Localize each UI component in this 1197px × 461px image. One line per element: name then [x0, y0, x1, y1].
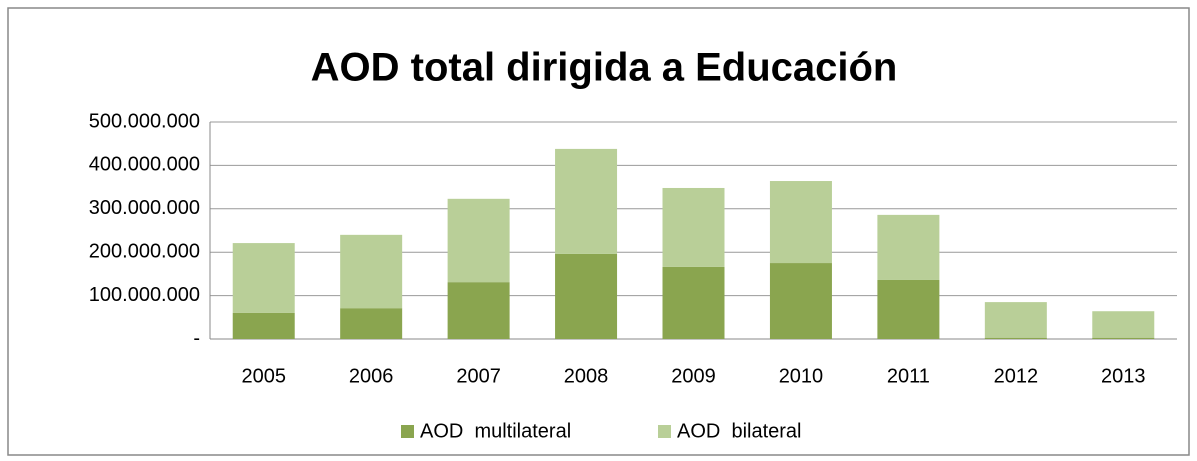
bar-segment — [447, 198, 510, 283]
legend-swatch — [401, 425, 414, 438]
bar-segment — [232, 243, 295, 313]
chart-title: AOD total dirigida a Educación — [311, 46, 898, 90]
bar-segment — [1092, 311, 1155, 338]
x-tick-label: 2009 — [671, 365, 716, 387]
bar-segment — [555, 253, 618, 339]
y-tick-label: 500.000.000 — [89, 110, 200, 132]
x-tick-label: 2006 — [349, 365, 394, 387]
bar-segment — [877, 214, 940, 280]
bar-segment — [340, 308, 403, 339]
bar-segment — [662, 187, 725, 267]
legend-label: AOD bilateral — [677, 420, 802, 442]
y-tick-label: 100.000.000 — [89, 284, 200, 306]
x-tick-label: 2005 — [241, 365, 286, 387]
bar-segment — [769, 181, 832, 264]
y-tick-label: 400.000.000 — [89, 154, 200, 176]
bar-segment — [662, 266, 725, 339]
bar-segment — [232, 312, 295, 339]
x-tick-label: 2013 — [1101, 365, 1146, 387]
bar-segment — [877, 279, 940, 339]
x-tick-label: 2008 — [564, 365, 609, 387]
x-tick-label: 2007 — [456, 365, 501, 387]
y-tick-label: 300.000.000 — [89, 197, 200, 219]
bar-segment — [984, 337, 1047, 339]
y-tick-label: 200.000.000 — [89, 240, 200, 262]
legend-swatch — [658, 425, 671, 438]
bar-segment — [555, 148, 618, 254]
x-tick-label: 2011 — [887, 365, 930, 387]
bar-segment — [984, 302, 1047, 338]
y-tick-label: - — [193, 327, 200, 349]
x-tick-label: 2012 — [994, 365, 1039, 387]
bar-segment — [769, 263, 832, 339]
bar-segment — [447, 282, 510, 339]
bar-segment — [1092, 337, 1155, 339]
legend-label: AOD multilateral — [420, 420, 571, 442]
x-tick-label: 2010 — [779, 365, 824, 387]
bar-segment — [340, 234, 403, 309]
